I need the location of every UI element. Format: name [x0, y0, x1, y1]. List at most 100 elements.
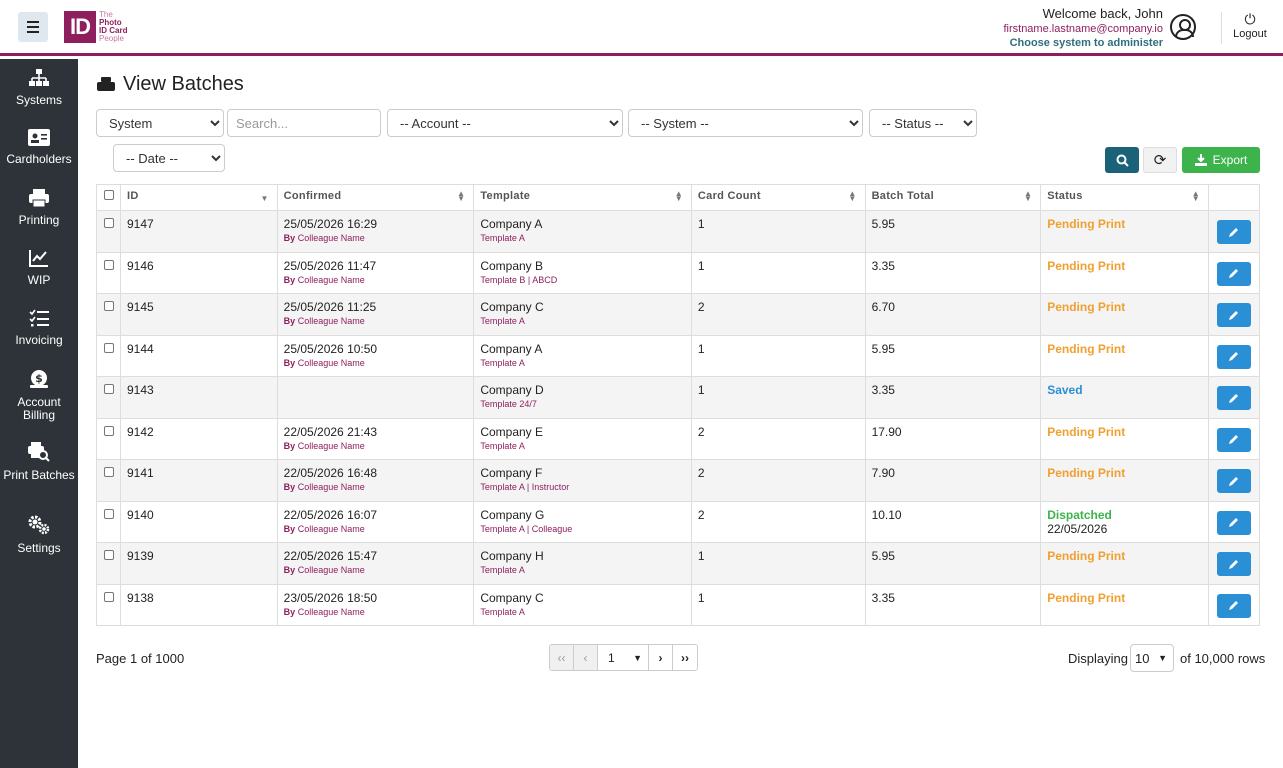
- sort-desc-icon: ▼: [260, 194, 269, 203]
- status-text: Pending Print: [1047, 466, 1126, 480]
- edit-button[interactable]: [1216, 469, 1251, 493]
- cell-id: 9142: [120, 417, 278, 460]
- sidebar-label-settings: Settings: [17, 541, 61, 555]
- cell-id: 9140: [120, 500, 278, 543]
- edit-button[interactable]: [1216, 344, 1251, 369]
- row-checkbox-cell: [96, 542, 121, 585]
- cell-confirmed: 22/05/2026 16:07 By Colleague Name: [276, 500, 475, 543]
- search-button[interactable]: [1105, 147, 1139, 173]
- confirmed-date: 25/05/2026 11:25: [283, 300, 377, 314]
- user-circle-icon[interactable]: [1170, 14, 1196, 40]
- refresh-button[interactable]: ⟳: [1143, 147, 1177, 173]
- column-header-confirmed[interactable]: Confirmed ▲ ▼: [276, 184, 475, 211]
- sort-icon: ▲ ▼: [457, 189, 466, 203]
- pencil-icon: [1229, 227, 1239, 237]
- row-checkbox-cell: [96, 376, 121, 419]
- first-page-button[interactable]: ‹‹: [550, 645, 574, 670]
- date-select[interactable]: -- Date --: [113, 144, 225, 172]
- confirmed-by: By Colleague Name: [283, 316, 365, 326]
- column-header-card-count[interactable]: Card Count ▲ ▼: [690, 184, 866, 211]
- cell-confirmed: 25/05/2026 10:50 By Colleague Name: [276, 334, 475, 377]
- column-header-batch-total[interactable]: Batch Total ▲ ▼: [864, 184, 1042, 211]
- row-checkbox[interactable]: [104, 591, 114, 602]
- edit-button[interactable]: [1216, 303, 1251, 327]
- cell-card-count: 1: [690, 542, 866, 585]
- prev-page-button[interactable]: ‹: [574, 645, 598, 670]
- row-checkbox[interactable]: [104, 467, 114, 477]
- last-page-button[interactable]: ››: [673, 645, 697, 670]
- export-button[interactable]: Export: [1182, 147, 1260, 173]
- sort-icon: ▲ ▼: [1191, 189, 1200, 203]
- pencil-icon: [1229, 435, 1239, 444]
- edit-button[interactable]: [1216, 552, 1251, 576]
- sidebar-item-account-billing[interactable]: $ Account Billing: [0, 369, 78, 422]
- power-icon: ⏻: [1244, 11, 1256, 27]
- logo-line-2: Photo: [99, 18, 122, 27]
- cell-template: Company E Template A: [473, 417, 692, 460]
- edit-button[interactable]: [1216, 386, 1251, 410]
- row-checkbox[interactable]: [104, 508, 114, 519]
- sidebar-item-cardholders[interactable]: Cardholders: [0, 129, 78, 166]
- cell-actions: [1207, 417, 1261, 460]
- row-checkbox[interactable]: [104, 259, 114, 270]
- edit-button[interactable]: [1216, 593, 1251, 618]
- row-checkbox[interactable]: [104, 301, 114, 311]
- search-field-select[interactable]: System: [96, 109, 224, 137]
- cell-batch-total: 3.35: [864, 583, 1042, 626]
- company-name: Company C: [480, 300, 544, 314]
- sidebar-item-systems[interactable]: Systems: [0, 69, 78, 107]
- search-input[interactable]: [227, 109, 381, 137]
- confirmed-by: By Colleague Name: [283, 606, 365, 617]
- cell-batch-total: 3.35: [864, 376, 1042, 419]
- cell-confirmed: 25/05/2026 11:25 By Colleague Name: [276, 293, 475, 336]
- cell-batch-total: 6.70: [864, 293, 1042, 336]
- column-header-id[interactable]: ID ▼: [120, 184, 278, 211]
- column-header-template[interactable]: Template ▲ ▼: [473, 184, 692, 211]
- system-select[interactable]: -- System --: [628, 109, 863, 137]
- sidebar-item-invoicing[interactable]: Invoicing: [0, 309, 78, 347]
- logout-button[interactable]: ⏻ Logout: [1226, 10, 1274, 40]
- row-checkbox[interactable]: [104, 342, 114, 353]
- status-date: 22/05/2026: [1047, 521, 1108, 536]
- sidebar-item-wip[interactable]: WIP: [0, 249, 78, 287]
- cell-card-count: 1: [690, 583, 866, 626]
- next-page-button[interactable]: ›: [649, 645, 673, 670]
- table-row: 9145 25/05/2026 11:25 By Colleague Name Com…: [96, 293, 1261, 336]
- sidebar-item-print-batches[interactable]: Print Batches: [0, 442, 78, 482]
- company-name: Company G: [480, 507, 545, 522]
- confirmed-by: By Colleague Name: [283, 357, 365, 368]
- column-header-status[interactable]: Status ▲ ▼: [1040, 184, 1209, 211]
- page-select[interactable]: 1 ▼: [598, 645, 649, 670]
- company-logo[interactable]: ID The Photo ID Card People: [64, 11, 127, 43]
- id-card-icon: [0, 129, 78, 151]
- company-name: Company E: [480, 424, 544, 439]
- sort-icon: ▲ ▼: [1023, 189, 1033, 203]
- logo-letters: ID: [64, 11, 96, 43]
- select-all-checkbox[interactable]: [104, 190, 114, 200]
- edit-button[interactable]: [1216, 510, 1251, 535]
- status-select[interactable]: -- Status --: [869, 109, 977, 137]
- sidebar-item-printing[interactable]: Printing: [0, 189, 78, 227]
- cell-confirmed: 22/05/2026 21:43 By Colleague Name: [276, 417, 475, 460]
- edit-button[interactable]: [1216, 261, 1251, 286]
- sidebar-item-settings[interactable]: Settings: [0, 515, 78, 555]
- logo-line-1: The: [99, 10, 113, 19]
- status-text: Pending Print: [1047, 258, 1126, 273]
- choose-system-link[interactable]: Choose system to administer: [1009, 37, 1163, 49]
- cell-id: 9146: [120, 251, 278, 294]
- cell-id: 9147: [120, 210, 278, 253]
- row-checkbox[interactable]: [104, 425, 114, 436]
- hamburger-menu-icon[interactable]: [18, 12, 48, 42]
- confirmed-date: 25/05/2026 16:29: [283, 217, 378, 231]
- row-checkbox[interactable]: [104, 384, 114, 394]
- column-header-actions: [1207, 184, 1261, 211]
- cell-batch-total: 7.90: [864, 459, 1042, 502]
- rows-per-page-select[interactable]: 10 ▼: [1130, 644, 1174, 672]
- confirmed-by: By Colleague Name: [283, 274, 365, 285]
- edit-button[interactable]: [1216, 220, 1251, 244]
- row-checkbox[interactable]: [104, 550, 114, 560]
- row-checkbox[interactable]: [104, 218, 114, 228]
- header-divider: [1221, 12, 1222, 44]
- account-select[interactable]: -- Account --: [387, 109, 623, 137]
- edit-button[interactable]: [1216, 427, 1251, 452]
